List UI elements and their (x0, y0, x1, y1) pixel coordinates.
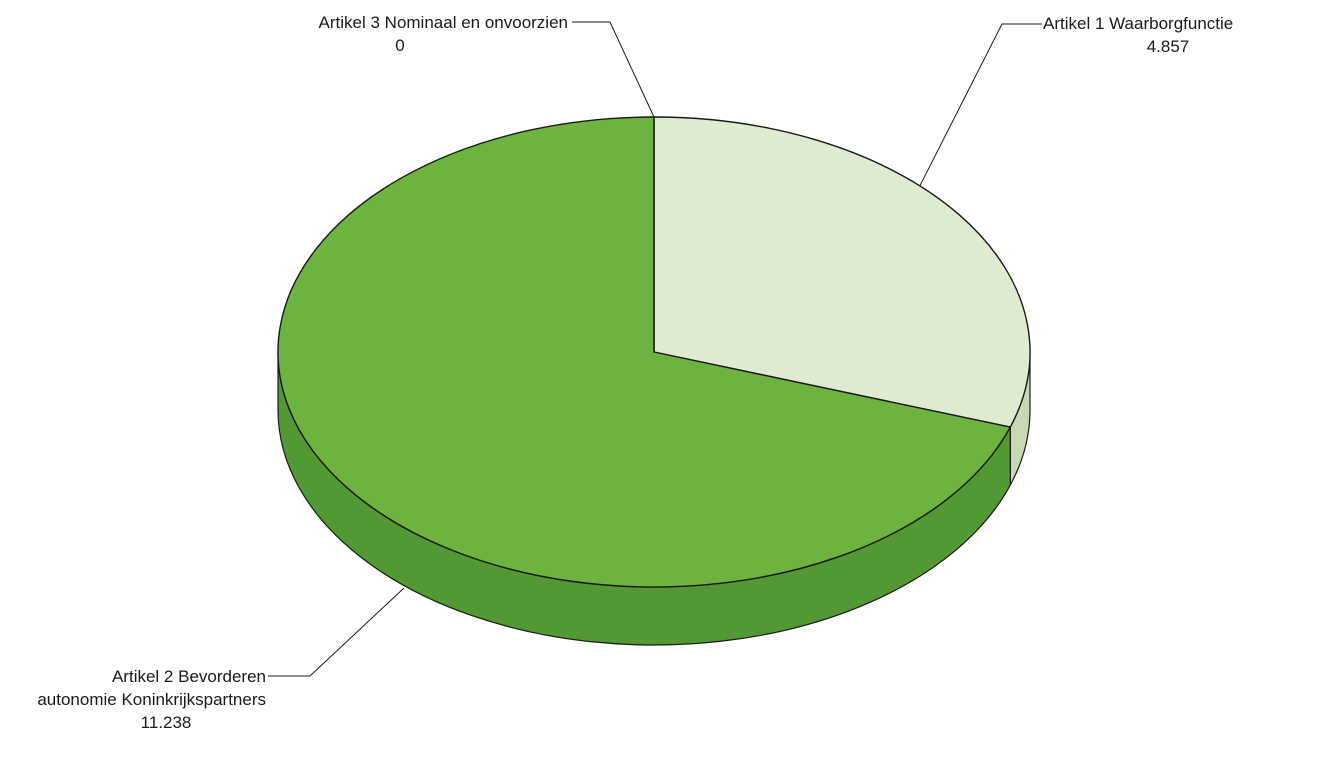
slice-label-artikel-3-nominaal-en-onvoorzien: Artikel 3 Nominaal en onvoorzien (319, 13, 568, 32)
leader-line-artikel-2-bevorderen-autonomie-koninkrijkspartners (268, 587, 405, 677)
slice-value-artikel-3-nominaal-en-onvoorzien: 0 (395, 36, 404, 55)
pie-slice-artikel-1-waarborgfunctie (653, 116, 1031, 428)
slice-label-artikel-2-bevorderen-autonomie-koninkrijkspartners-line-1: Artikel 2 Bevorderen (112, 667, 266, 686)
leader-lines (268, 21, 1042, 677)
leader-line-artikel-3-nominaal-en-onvoorzien (572, 21, 655, 118)
slice-value-artikel-1-waarborgfunctie: 4.857 (1147, 37, 1190, 56)
slice-labels: Artikel 1 Waarborgfunctie 4.857 Artikel 2 … (37, 13, 1233, 732)
slice-value-artikel-2-bevorderen-autonomie-koninkrijkspartners: 11.238 (141, 713, 192, 732)
slice-label-artikel-2-bevorderen-autonomie-koninkrijkspartners-line-2: autonomie Koninkrijkspartners (37, 690, 266, 709)
leader-line-artikel-1-waarborgfunctie (919, 23, 1042, 187)
pie-slices (277, 116, 1031, 588)
slice-label-artikel-1-waarborgfunctie: Artikel 1 Waarborgfunctie (1043, 14, 1233, 33)
pie-slice-artikel-2-bevorderen-autonomie-koninkrijkspartners (277, 116, 1012, 588)
